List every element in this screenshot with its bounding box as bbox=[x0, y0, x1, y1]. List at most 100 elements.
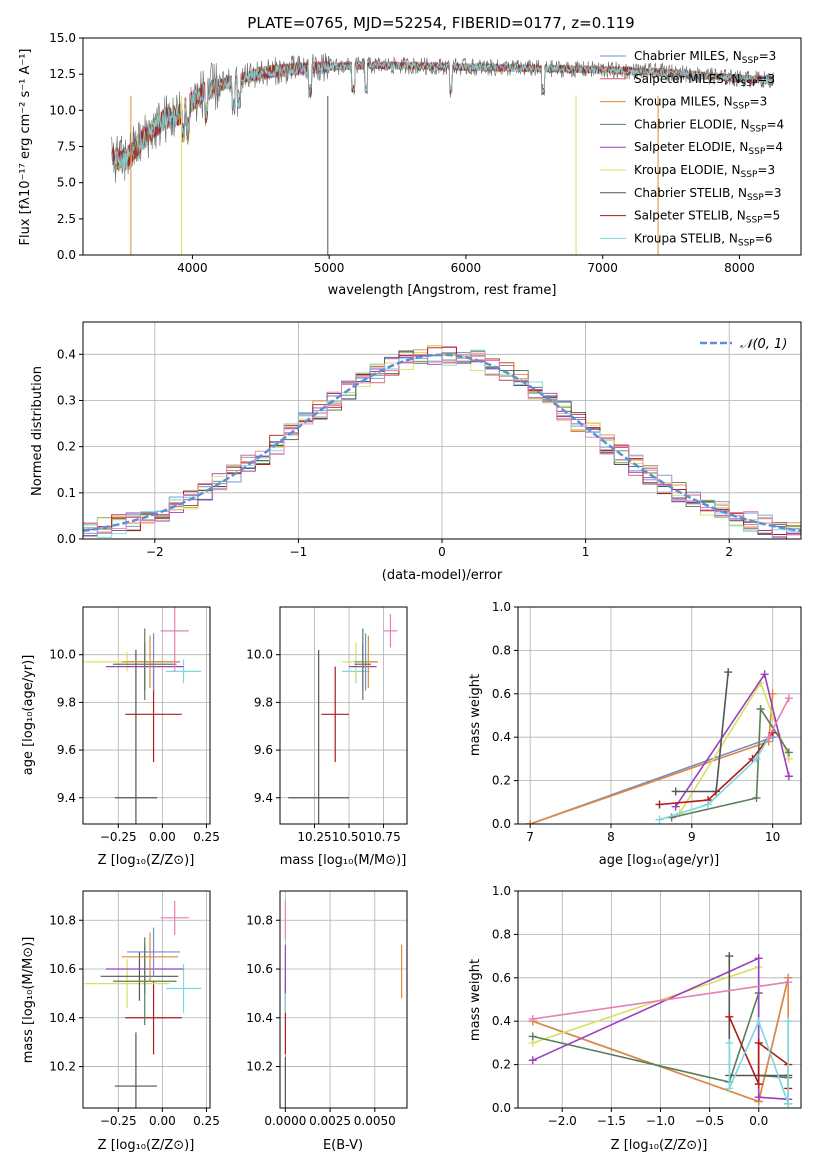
legend-entry-subscript: SSP bbox=[750, 124, 767, 134]
legend-entry-name: Kroupa STELIB, N bbox=[634, 231, 738, 245]
legend-entry: Salpeter MILES, NSSP=3 bbox=[634, 72, 775, 89]
x-tick-label: 0.00 bbox=[149, 830, 176, 844]
y-tick-label: 10.4 bbox=[246, 1011, 273, 1025]
mwZ-frame bbox=[517, 890, 802, 1109]
mwAge-ylabel: mass weight bbox=[468, 674, 483, 756]
legend-entry-value: =3 bbox=[750, 95, 768, 109]
weight-series-8 bbox=[659, 736, 770, 821]
y-tick-label: 12.5 bbox=[49, 67, 76, 81]
y-tick-label: 2.5 bbox=[57, 212, 76, 226]
weight-series-9 bbox=[767, 697, 790, 738]
massZ-xlabel: Z [log₁₀(Z/Z⊙)] bbox=[98, 1138, 195, 1153]
x-tick-label: 1 bbox=[582, 545, 590, 559]
x-tick-label: 0.0 bbox=[749, 1114, 768, 1128]
x-tick-label: 0.25 bbox=[193, 1114, 220, 1128]
histogram-10 bbox=[83, 352, 801, 537]
legend-entry-subscript: SSP bbox=[748, 147, 765, 157]
legend-entry-name: Salpeter STELIB, N bbox=[634, 209, 746, 223]
ageZ-xlabel: Z [log₁₀(Z/Z⊙)] bbox=[98, 853, 195, 868]
weight-marker bbox=[725, 952, 734, 961]
weight-marker bbox=[671, 787, 680, 796]
ageZ-frame bbox=[82, 606, 211, 825]
y-tick-label: 0.0 bbox=[492, 1101, 511, 1115]
x-tick-label: 10.25 bbox=[297, 830, 331, 844]
y-tick-label: 10.0 bbox=[49, 648, 76, 662]
weight-marker bbox=[784, 1017, 793, 1026]
y-tick-label: 10.6 bbox=[246, 962, 273, 976]
weight-series-9 bbox=[532, 981, 789, 1020]
mwZ-ylabel: mass weight bbox=[468, 959, 483, 1041]
massE-frame bbox=[279, 890, 408, 1109]
weight-marker bbox=[784, 978, 793, 987]
x-tick-label: 0.0025 bbox=[309, 1114, 351, 1128]
weight-marker bbox=[528, 1032, 537, 1041]
legend-entry-subscript: SSP bbox=[746, 216, 763, 226]
x-tick-label: 7000 bbox=[587, 261, 618, 275]
x-tick-label: 6000 bbox=[451, 261, 482, 275]
weight-marker bbox=[760, 670, 769, 679]
y-tick-label: 0.4 bbox=[492, 730, 511, 744]
spectrum-series-9 bbox=[113, 60, 774, 171]
y-tick-label: 0.2 bbox=[57, 440, 76, 454]
y-tick-label: 10.0 bbox=[246, 648, 273, 662]
weight-marker bbox=[724, 668, 733, 677]
legend-entry-name: Chabrier ELODIE, N bbox=[634, 117, 750, 131]
x-tick-label: 0 bbox=[438, 545, 446, 559]
mass-vs-extinction-panel: 0.0000 0.0025 0.0050 10.2 10.4 10.6 10.8 E(B-V… bbox=[246, 890, 408, 1153]
weight-marker bbox=[754, 1038, 763, 1047]
histogram-9 bbox=[83, 349, 801, 538]
spectrum-title: PLATE=0765, MJD=52254, FIBERID=0177, z=0… bbox=[247, 14, 634, 32]
legend-entry-value: =4 bbox=[765, 140, 783, 154]
x-tick-label: −1.0 bbox=[646, 1114, 675, 1128]
series-layer bbox=[111, 53, 774, 255]
x-tick-label: −2 bbox=[146, 545, 164, 559]
series-layer bbox=[288, 614, 398, 824]
residuals-xlabel: (data-model)/error bbox=[382, 568, 503, 583]
legend-entry-subscript: SSP bbox=[747, 193, 764, 203]
series-layer bbox=[526, 668, 793, 824]
y-tick-label: 9.4 bbox=[57, 791, 76, 805]
mass-weight-vs-age-panel: 7 8 9 10 0.0 0.2 0.4 0.6 0.8 1.0 age [log₁₀(age/y… bbox=[468, 600, 802, 868]
histogram-8 bbox=[83, 346, 801, 539]
y-tick-label: 10.4 bbox=[49, 1011, 76, 1025]
legend-entry-subscript: SSP bbox=[742, 56, 759, 66]
x-tick-label: 2 bbox=[725, 545, 733, 559]
y-tick-label: 10.6 bbox=[49, 962, 76, 976]
x-tick-label: −0.5 bbox=[695, 1114, 724, 1128]
x-tick-label: −1 bbox=[290, 545, 308, 559]
legend-entry-name: Chabrier MILES, N bbox=[634, 49, 742, 63]
weight-marker bbox=[528, 1015, 537, 1024]
x-tick-label: 8 bbox=[607, 830, 615, 844]
x-tick-label: 0.25 bbox=[193, 830, 220, 844]
weight-marker bbox=[784, 772, 793, 781]
y-tick-label: 9.8 bbox=[254, 695, 273, 709]
weight-marker bbox=[704, 800, 713, 809]
legend-entry-name: Kroupa ELODIE, N bbox=[634, 163, 741, 177]
weight-marker bbox=[754, 1093, 763, 1102]
y-tick-label: 10.8 bbox=[246, 913, 273, 927]
x-tick-label: 0.0050 bbox=[354, 1114, 396, 1128]
y-tick-label: 9.8 bbox=[57, 695, 76, 709]
legend-entry-name: Chabrier STELIB, N bbox=[634, 186, 747, 200]
weight-marker bbox=[712, 787, 721, 796]
massZ-frame bbox=[82, 890, 211, 1109]
ageM-xlabel: mass [log₁₀(M/M⊙)] bbox=[280, 853, 407, 868]
y-tick-label: 7.5 bbox=[57, 140, 76, 154]
weight-marker bbox=[784, 1099, 793, 1108]
legend-entry-value: =4 bbox=[766, 117, 784, 131]
x-tick-label: 0.00 bbox=[149, 1114, 176, 1128]
weight-marker bbox=[655, 815, 664, 824]
weight-marker bbox=[752, 754, 761, 763]
y-tick-label: 9.6 bbox=[57, 743, 76, 757]
legend-entry-value: =3 bbox=[759, 49, 777, 63]
x-tick-label: 10.50 bbox=[332, 830, 366, 844]
age-vs-metallicity-panel: −0.25 0.00 0.25 9.4 9.6 9.8 10.0 Z [log₁₀(Z/Z⊙… bbox=[21, 606, 220, 868]
weight-series-6 bbox=[675, 672, 729, 793]
x-tick-label: 8000 bbox=[724, 261, 755, 275]
legend-entry-subscript: SSP bbox=[738, 238, 755, 248]
series-layer bbox=[284, 900, 403, 1108]
y-tick-label: 1.0 bbox=[492, 600, 511, 614]
x-tick-label: −0.25 bbox=[100, 830, 137, 844]
